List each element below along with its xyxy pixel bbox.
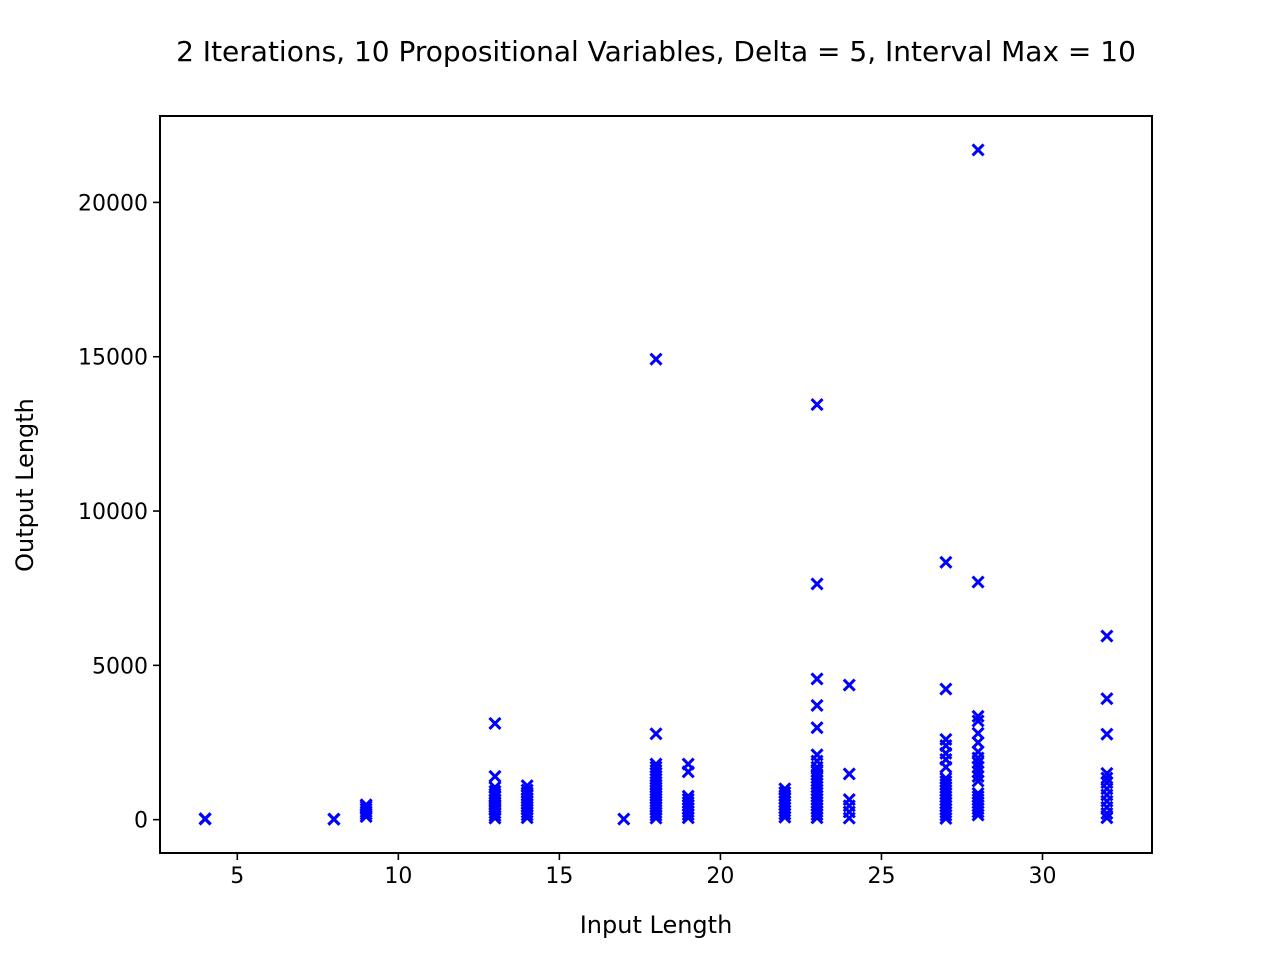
- data-point: [649, 352, 663, 366]
- data-point: [681, 757, 695, 771]
- data-points: [198, 143, 1114, 826]
- data-point: [810, 398, 824, 412]
- data-point: [359, 802, 373, 816]
- data-point: [810, 698, 824, 713]
- data-point: [842, 767, 856, 781]
- data-point: [1100, 771, 1114, 785]
- data-point: [1100, 692, 1114, 706]
- data-point: [810, 577, 824, 591]
- data-point: [971, 709, 985, 723]
- data-point: [681, 792, 695, 806]
- y-tick-label: 20000: [78, 191, 148, 216]
- data-point: [1100, 811, 1114, 825]
- data-point: [327, 812, 341, 826]
- data-point: [649, 727, 663, 741]
- data-point: [810, 721, 824, 735]
- x-axis-label: Input Length: [580, 911, 733, 939]
- x-tick-label: 10: [384, 864, 412, 889]
- data-point: [1100, 727, 1114, 741]
- data-point: [488, 780, 502, 794]
- x-tick-label: 15: [545, 864, 573, 889]
- data-point: [617, 812, 631, 826]
- data-point: [810, 672, 824, 686]
- x-tick-label: 30: [1028, 864, 1056, 889]
- data-point: [488, 784, 502, 798]
- data-point: [1100, 766, 1114, 780]
- plot-frame: [159, 115, 1153, 854]
- data-point: [681, 789, 695, 803]
- y-tick-label: 5000: [92, 654, 148, 679]
- data-point: [971, 726, 985, 740]
- data-point: [778, 782, 792, 796]
- y-tick-label: 10000: [78, 500, 148, 525]
- axis-ticks: 5 10 15 20 25 30 0 5000 10000 15000 20000: [78, 191, 1056, 889]
- x-tick-label: 20: [706, 864, 734, 889]
- data-point: [971, 789, 985, 804]
- data-point: [649, 757, 663, 771]
- x-tick-label: 5: [230, 864, 244, 889]
- data-point: [939, 774, 953, 788]
- data-point: [842, 793, 856, 807]
- data-point: [198, 812, 212, 826]
- y-axis-label: Output Length: [11, 398, 39, 572]
- data-point: [939, 771, 953, 785]
- y-tick-label: 0: [134, 809, 148, 834]
- data-point: [488, 716, 502, 730]
- data-point: [842, 678, 856, 692]
- data-point: [488, 769, 502, 784]
- data-point: [810, 748, 824, 762]
- data-point: [939, 555, 953, 569]
- x-tick-label: 25: [867, 864, 895, 889]
- data-point: [971, 575, 985, 589]
- data-point: [1100, 629, 1114, 643]
- data-point: [971, 714, 985, 728]
- data-point: [971, 786, 985, 800]
- data-point: [520, 779, 534, 793]
- data-point: [810, 764, 824, 779]
- data-point: [649, 760, 663, 774]
- data-point: [778, 785, 792, 800]
- data-point: [520, 783, 534, 797]
- data-point: [939, 682, 953, 696]
- chart-title: 2 Iterations, 10 Propositional Variables…: [176, 35, 1136, 68]
- y-tick-label: 15000: [78, 346, 148, 371]
- data-point: [971, 143, 985, 157]
- data-point: [939, 732, 953, 746]
- data-point: [359, 798, 373, 812]
- data-point: [971, 756, 985, 770]
